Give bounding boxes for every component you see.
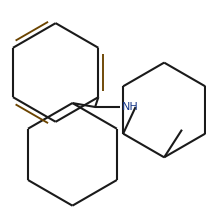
Text: NH: NH xyxy=(121,102,138,112)
